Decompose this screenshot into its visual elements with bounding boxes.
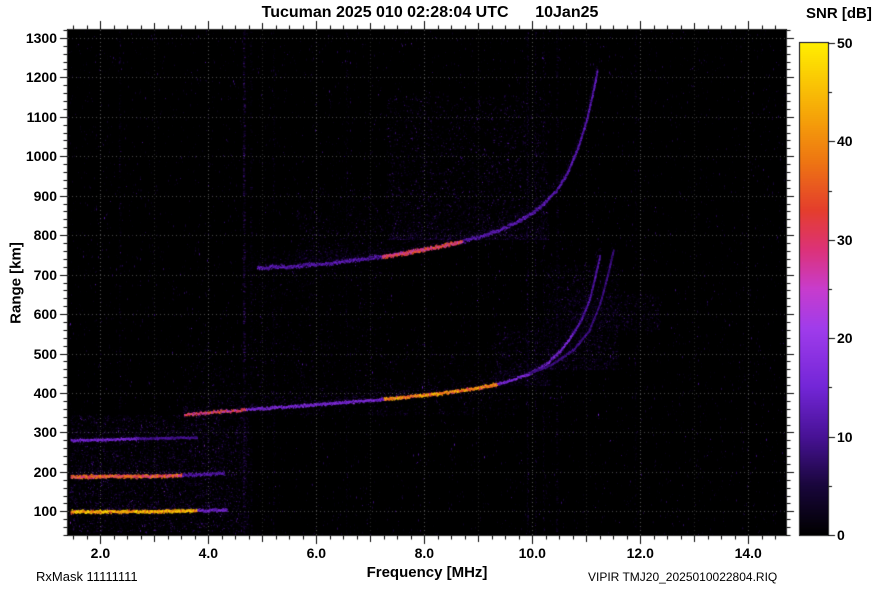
filename-text: VIPIR TMJ20_2025010022804.RIQ	[588, 570, 778, 584]
colorbar-tick-label: 10	[837, 428, 853, 445]
x-tick-label: 14.0	[734, 545, 762, 561]
colorbar-tick-label: 0	[837, 527, 845, 543]
y-tick-label: 300	[33, 424, 57, 441]
chart-title: Tucuman 2025 010 02:28:04 UTC 10Jan25	[261, 4, 599, 21]
y-tick-label: 400	[33, 384, 57, 401]
y-tick-label: 200	[33, 463, 57, 480]
x-tick-label: 4.0	[198, 545, 219, 561]
x-tick-label: 6.0	[306, 545, 327, 561]
y-tick-label: 100	[33, 503, 57, 520]
colorbar-tick-label: 40	[837, 133, 853, 150]
y-tick-label: 900	[33, 187, 57, 204]
y-tick-label: 600	[33, 306, 57, 323]
y-axis-label: Range [km]	[7, 242, 25, 324]
y-tick-label: 1300	[25, 29, 57, 46]
colorbar-title: SNR [dB]	[806, 5, 872, 22]
colorbar-tick-label: 20	[837, 330, 853, 347]
y-tick-label: 1100	[26, 108, 57, 125]
ionogram-plot-canvas	[68, 30, 786, 535]
y-tick-label: 1200	[25, 69, 57, 86]
y-tick-label: 700	[33, 266, 57, 283]
y-tick-label: 1000	[25, 148, 57, 165]
y-tick-label: 500	[33, 345, 57, 362]
x-tick-label: 8.0	[414, 545, 435, 561]
rxmask-text: RxMask 11111111	[36, 569, 138, 584]
x-tick-label: 12.0	[626, 545, 654, 561]
x-tick-label: 2.0	[90, 545, 111, 561]
colorbar-canvas	[800, 43, 828, 535]
x-axis-label: Frequency [MHz]	[366, 564, 488, 581]
x-tick-label: 10.0	[518, 545, 546, 561]
colorbar-tick-label: 50	[837, 35, 853, 51]
y-tick-label: 800	[33, 227, 57, 244]
colorbar-tick-label: 30	[837, 231, 853, 248]
